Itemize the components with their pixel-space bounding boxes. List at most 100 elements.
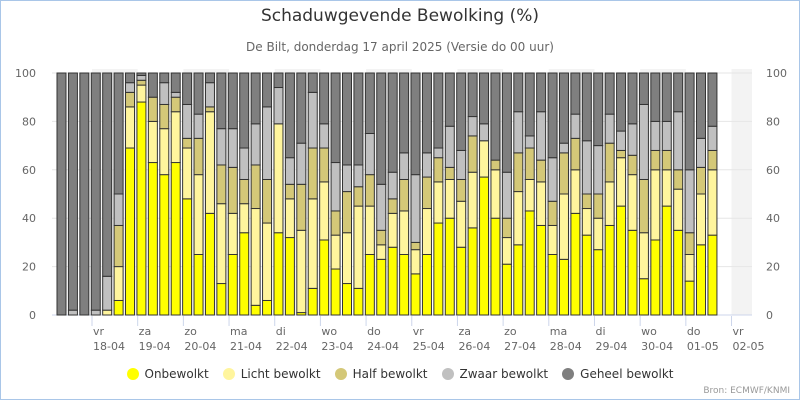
bar-segment-half-bewolkt[interactable] xyxy=(707,149,718,171)
bar-segment-half-bewolkt[interactable] xyxy=(204,106,215,113)
bar-segment-licht-bewolkt[interactable] xyxy=(216,203,227,285)
bar-segment-zwaar-bewolkt[interactable] xyxy=(479,123,490,142)
bar-segment-onbewolkt[interactable] xyxy=(650,239,661,316)
bar-segment-onbewolkt[interactable] xyxy=(159,174,170,316)
bar-segment-geheel-bewolkt[interactable] xyxy=(581,72,592,142)
bar-segment-zwaar-bewolkt[interactable] xyxy=(547,157,558,202)
bar-segment-zwaar-bewolkt[interactable] xyxy=(182,103,193,139)
bar-segment-half-bewolkt[interactable] xyxy=(661,149,672,171)
bar-segment-onbewolkt[interactable] xyxy=(182,198,193,316)
bar-segment-geheel-bewolkt[interactable] xyxy=(193,72,204,115)
bar-segment-onbewolkt[interactable] xyxy=(456,246,467,316)
bar-segment-onbewolkt[interactable] xyxy=(342,283,352,316)
bar-segment-onbewolkt[interactable] xyxy=(319,239,330,316)
bar-segment-licht-bewolkt[interactable] xyxy=(262,222,273,301)
bar-segment-half-bewolkt[interactable] xyxy=(262,178,273,224)
bar-segment-geheel-bewolkt[interactable] xyxy=(56,72,67,316)
bar-segment-zwaar-bewolkt[interactable] xyxy=(204,82,215,108)
bar-segment-half-bewolkt[interactable] xyxy=(673,169,684,190)
legend-item-licht-bewolkt[interactable]: Licht bewolkt xyxy=(222,367,321,381)
bar-segment-licht-bewolkt[interactable] xyxy=(239,203,250,234)
bar-segment-zwaar-bewolkt[interactable] xyxy=(456,149,467,180)
bar-segment-licht-bewolkt[interactable] xyxy=(250,208,261,306)
bar-segment-geheel-bewolkt[interactable] xyxy=(467,72,478,118)
bar-segment-zwaar-bewolkt[interactable] xyxy=(273,87,284,125)
legend-item-onbewolkt[interactable]: Onbewolkt xyxy=(126,367,209,381)
bar-segment-zwaar-bewolkt[interactable] xyxy=(113,193,124,226)
bar-segment-geheel-bewolkt[interactable] xyxy=(182,72,193,105)
bar-segment-geheel-bewolkt[interactable] xyxy=(536,72,547,113)
bar-segment-half-bewolkt[interactable] xyxy=(319,147,330,183)
bar-segment-half-bewolkt[interactable] xyxy=(170,96,181,113)
bar-segment-licht-bewolkt[interactable] xyxy=(638,232,649,280)
bar-segment-licht-bewolkt[interactable] xyxy=(707,169,718,236)
bar-segment-half-bewolkt[interactable] xyxy=(581,193,592,210)
bar-segment-zwaar-bewolkt[interactable] xyxy=(67,309,78,316)
bar-segment-licht-bewolkt[interactable] xyxy=(513,191,524,246)
bar-segment-geheel-bewolkt[interactable] xyxy=(239,72,250,149)
bar-segment-licht-bewolkt[interactable] xyxy=(479,140,490,178)
bar-segment-zwaar-bewolkt[interactable] xyxy=(684,169,695,234)
bar-segment-half-bewolkt[interactable] xyxy=(239,178,250,205)
bar-segment-licht-bewolkt[interactable] xyxy=(456,200,467,248)
bar-segment-geheel-bewolkt[interactable] xyxy=(79,72,90,316)
bar-segment-onbewolkt[interactable] xyxy=(501,263,512,316)
bar-segment-zwaar-bewolkt[interactable] xyxy=(661,120,672,151)
bar-segment-onbewolkt[interactable] xyxy=(227,254,238,316)
bar-segment-geheel-bewolkt[interactable] xyxy=(661,72,672,122)
bar-segment-zwaar-bewolkt[interactable] xyxy=(342,164,352,193)
bar-segment-zwaar-bewolkt[interactable] xyxy=(193,113,204,139)
bar-segment-onbewolkt[interactable] xyxy=(330,268,341,316)
bar-segment-licht-bewolkt[interactable] xyxy=(593,217,604,251)
bar-segment-onbewolkt[interactable] xyxy=(433,222,444,316)
bar-segment-geheel-bewolkt[interactable] xyxy=(604,72,615,115)
bar-segment-zwaar-bewolkt[interactable] xyxy=(650,120,661,151)
bar-segment-geheel-bewolkt[interactable] xyxy=(227,72,238,130)
bar-segment-geheel-bewolkt[interactable] xyxy=(673,72,684,113)
bar-segment-geheel-bewolkt[interactable] xyxy=(342,72,352,166)
bar-segment-half-bewolkt[interactable] xyxy=(501,217,512,239)
bar-segment-zwaar-bewolkt[interactable] xyxy=(410,174,421,243)
bar-segment-zwaar-bewolkt[interactable] xyxy=(159,82,170,105)
bar-segment-licht-bewolkt[interactable] xyxy=(102,309,113,316)
bar-segment-onbewolkt[interactable] xyxy=(353,287,364,316)
bar-segment-onbewolkt[interactable] xyxy=(170,162,181,316)
bar-segment-licht-bewolkt[interactable] xyxy=(421,208,432,256)
bar-segment-half-bewolkt[interactable] xyxy=(593,193,604,219)
bar-segment-onbewolkt[interactable] xyxy=(616,205,627,316)
bar-segment-onbewolkt[interactable] xyxy=(604,224,615,316)
bar-segment-geheel-bewolkt[interactable] xyxy=(684,72,695,171)
bar-segment-onbewolkt[interactable] xyxy=(399,254,410,316)
bar-segment-geheel-bewolkt[interactable] xyxy=(650,72,661,122)
bar-segment-half-bewolkt[interactable] xyxy=(250,164,261,210)
bar-segment-half-bewolkt[interactable] xyxy=(604,142,615,183)
bar-segment-licht-bewolkt[interactable] xyxy=(650,169,661,241)
bar-segment-onbewolkt[interactable] xyxy=(696,244,707,316)
bar-segment-half-bewolkt[interactable] xyxy=(513,152,524,193)
bar-segment-geheel-bewolkt[interactable] xyxy=(216,72,227,130)
bar-segment-licht-bewolkt[interactable] xyxy=(547,224,558,256)
bar-segment-half-bewolkt[interactable] xyxy=(364,174,375,207)
bar-segment-geheel-bewolkt[interactable] xyxy=(399,72,410,154)
bar-segment-onbewolkt[interactable] xyxy=(147,162,158,316)
bar-segment-zwaar-bewolkt[interactable] xyxy=(581,140,592,195)
bar-segment-licht-bewolkt[interactable] xyxy=(501,237,512,265)
bar-segment-onbewolkt[interactable] xyxy=(421,254,432,316)
bar-segment-zwaar-bewolkt[interactable] xyxy=(570,113,581,139)
bar-segment-half-bewolkt[interactable] xyxy=(570,137,581,171)
bar-segment-geheel-bewolkt[interactable] xyxy=(284,72,295,159)
bar-segment-zwaar-bewolkt[interactable] xyxy=(616,130,627,151)
bar-segment-half-bewolkt[interactable] xyxy=(136,79,147,86)
bar-segment-geheel-bewolkt[interactable] xyxy=(456,72,467,151)
bar-segment-half-bewolkt[interactable] xyxy=(524,147,535,180)
bar-segment-zwaar-bewolkt[interactable] xyxy=(330,162,341,212)
bar-segment-half-bewolkt[interactable] xyxy=(650,149,661,171)
bar-segment-geheel-bewolkt[interactable] xyxy=(125,72,136,84)
bar-segment-half-bewolkt[interactable] xyxy=(387,198,398,214)
bar-segment-onbewolkt[interactable] xyxy=(661,205,672,316)
bar-segment-licht-bewolkt[interactable] xyxy=(444,178,455,219)
bar-segment-zwaar-bewolkt[interactable] xyxy=(558,142,569,154)
bar-segment-licht-bewolkt[interactable] xyxy=(627,174,638,231)
bar-segment-onbewolkt[interactable] xyxy=(570,212,581,316)
bar-segment-onbewolkt[interactable] xyxy=(113,299,124,316)
